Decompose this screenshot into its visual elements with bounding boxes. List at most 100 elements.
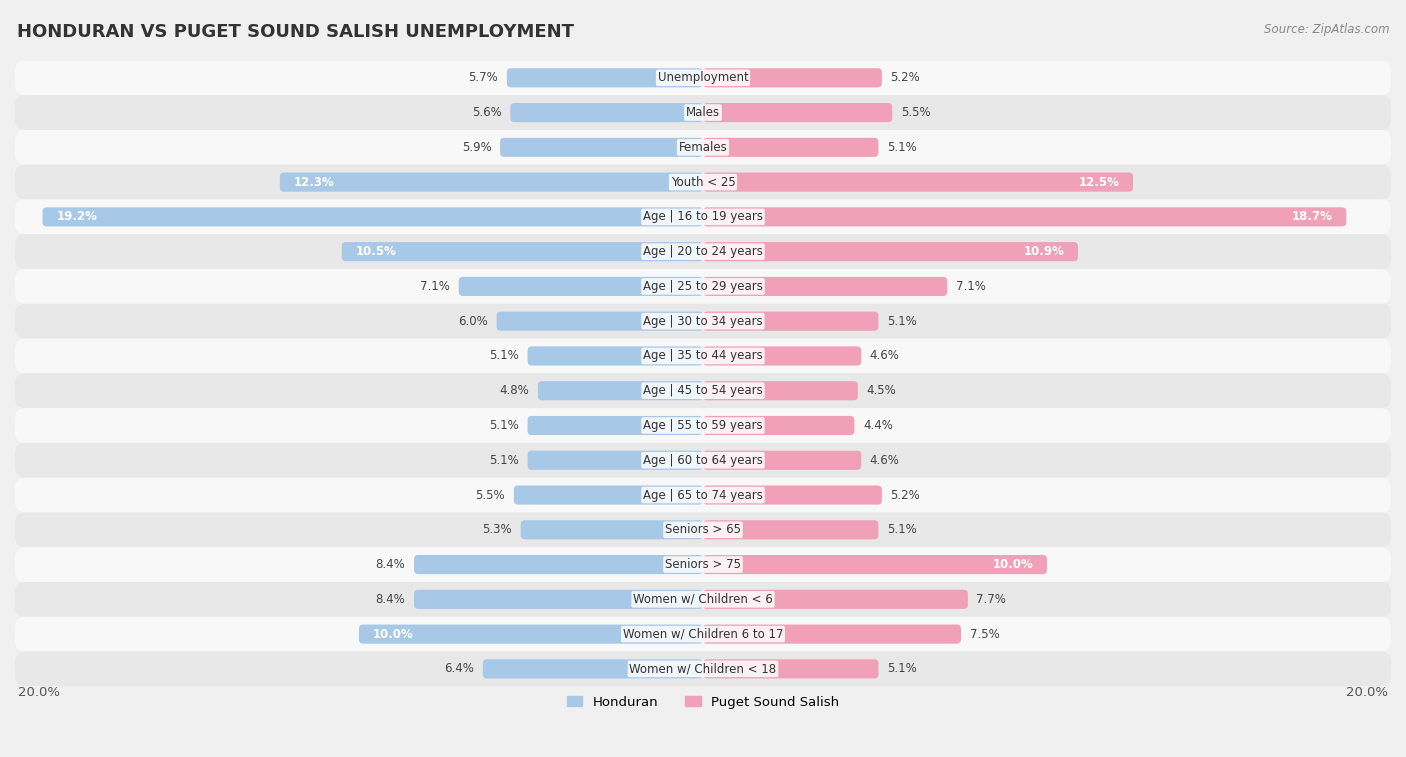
Text: 4.4%: 4.4% bbox=[863, 419, 893, 432]
Text: 5.1%: 5.1% bbox=[489, 453, 519, 467]
Text: Age | 65 to 74 years: Age | 65 to 74 years bbox=[643, 488, 763, 502]
Text: 5.3%: 5.3% bbox=[482, 523, 512, 536]
FancyBboxPatch shape bbox=[15, 200, 1391, 234]
FancyBboxPatch shape bbox=[15, 304, 1391, 338]
Text: Age | 35 to 44 years: Age | 35 to 44 years bbox=[643, 350, 763, 363]
FancyBboxPatch shape bbox=[496, 312, 703, 331]
FancyBboxPatch shape bbox=[703, 590, 967, 609]
FancyBboxPatch shape bbox=[527, 347, 703, 366]
FancyBboxPatch shape bbox=[703, 173, 1133, 192]
FancyBboxPatch shape bbox=[15, 408, 1391, 443]
Text: Age | 60 to 64 years: Age | 60 to 64 years bbox=[643, 453, 763, 467]
FancyBboxPatch shape bbox=[527, 416, 703, 435]
FancyBboxPatch shape bbox=[703, 555, 1047, 574]
Text: 8.4%: 8.4% bbox=[375, 593, 405, 606]
Text: 5.2%: 5.2% bbox=[890, 71, 921, 84]
FancyBboxPatch shape bbox=[342, 242, 703, 261]
FancyBboxPatch shape bbox=[703, 138, 879, 157]
FancyBboxPatch shape bbox=[15, 61, 1391, 95]
FancyBboxPatch shape bbox=[15, 443, 1391, 478]
Text: 7.1%: 7.1% bbox=[956, 280, 986, 293]
FancyBboxPatch shape bbox=[703, 207, 1347, 226]
Text: 19.2%: 19.2% bbox=[56, 210, 97, 223]
FancyBboxPatch shape bbox=[413, 555, 703, 574]
FancyBboxPatch shape bbox=[15, 234, 1391, 269]
Text: 6.4%: 6.4% bbox=[444, 662, 474, 675]
Text: 7.5%: 7.5% bbox=[970, 628, 1000, 640]
Text: 18.7%: 18.7% bbox=[1292, 210, 1333, 223]
Legend: Honduran, Puget Sound Salish: Honduran, Puget Sound Salish bbox=[561, 690, 845, 714]
Text: 4.5%: 4.5% bbox=[866, 385, 896, 397]
Text: 6.0%: 6.0% bbox=[458, 315, 488, 328]
Text: 4.6%: 4.6% bbox=[870, 350, 900, 363]
Text: Males: Males bbox=[686, 106, 720, 119]
Text: 10.9%: 10.9% bbox=[1024, 245, 1064, 258]
Text: 5.1%: 5.1% bbox=[489, 350, 519, 363]
Text: 5.1%: 5.1% bbox=[887, 523, 917, 536]
Text: 12.3%: 12.3% bbox=[294, 176, 335, 188]
Text: 10.5%: 10.5% bbox=[356, 245, 396, 258]
FancyBboxPatch shape bbox=[508, 68, 703, 87]
Text: Age | 30 to 34 years: Age | 30 to 34 years bbox=[643, 315, 763, 328]
FancyBboxPatch shape bbox=[15, 95, 1391, 130]
Text: Women w/ Children < 18: Women w/ Children < 18 bbox=[630, 662, 776, 675]
Text: 4.6%: 4.6% bbox=[870, 453, 900, 467]
Text: 12.5%: 12.5% bbox=[1078, 176, 1119, 188]
Text: 5.9%: 5.9% bbox=[461, 141, 492, 154]
FancyBboxPatch shape bbox=[15, 373, 1391, 408]
FancyBboxPatch shape bbox=[15, 652, 1391, 687]
FancyBboxPatch shape bbox=[703, 312, 879, 331]
FancyBboxPatch shape bbox=[703, 416, 855, 435]
FancyBboxPatch shape bbox=[15, 478, 1391, 512]
Text: 7.7%: 7.7% bbox=[977, 593, 1007, 606]
Text: 20.0%: 20.0% bbox=[1346, 687, 1388, 699]
FancyBboxPatch shape bbox=[15, 512, 1391, 547]
FancyBboxPatch shape bbox=[703, 485, 882, 505]
Text: Females: Females bbox=[679, 141, 727, 154]
Text: 5.1%: 5.1% bbox=[887, 315, 917, 328]
Text: Age | 45 to 54 years: Age | 45 to 54 years bbox=[643, 385, 763, 397]
Text: 5.1%: 5.1% bbox=[887, 141, 917, 154]
Text: Source: ZipAtlas.com: Source: ZipAtlas.com bbox=[1264, 23, 1389, 36]
FancyBboxPatch shape bbox=[527, 450, 703, 470]
FancyBboxPatch shape bbox=[15, 547, 1391, 582]
Text: Age | 55 to 59 years: Age | 55 to 59 years bbox=[643, 419, 763, 432]
FancyBboxPatch shape bbox=[520, 520, 703, 539]
Text: 5.7%: 5.7% bbox=[468, 71, 498, 84]
Text: 5.1%: 5.1% bbox=[887, 662, 917, 675]
FancyBboxPatch shape bbox=[482, 659, 703, 678]
Text: 8.4%: 8.4% bbox=[375, 558, 405, 571]
Text: 4.8%: 4.8% bbox=[499, 385, 529, 397]
FancyBboxPatch shape bbox=[513, 485, 703, 505]
FancyBboxPatch shape bbox=[703, 520, 879, 539]
FancyBboxPatch shape bbox=[510, 103, 703, 122]
FancyBboxPatch shape bbox=[458, 277, 703, 296]
FancyBboxPatch shape bbox=[703, 277, 948, 296]
Text: Age | 20 to 24 years: Age | 20 to 24 years bbox=[643, 245, 763, 258]
FancyBboxPatch shape bbox=[703, 242, 1078, 261]
FancyBboxPatch shape bbox=[15, 130, 1391, 165]
Text: Youth < 25: Youth < 25 bbox=[671, 176, 735, 188]
FancyBboxPatch shape bbox=[359, 625, 703, 643]
FancyBboxPatch shape bbox=[538, 382, 703, 400]
Text: 20.0%: 20.0% bbox=[18, 687, 60, 699]
Text: Seniors > 65: Seniors > 65 bbox=[665, 523, 741, 536]
Text: Unemployment: Unemployment bbox=[658, 71, 748, 84]
Text: Seniors > 75: Seniors > 75 bbox=[665, 558, 741, 571]
FancyBboxPatch shape bbox=[15, 617, 1391, 652]
Text: Women w/ Children 6 to 17: Women w/ Children 6 to 17 bbox=[623, 628, 783, 640]
Text: Age | 16 to 19 years: Age | 16 to 19 years bbox=[643, 210, 763, 223]
Text: HONDURAN VS PUGET SOUND SALISH UNEMPLOYMENT: HONDURAN VS PUGET SOUND SALISH UNEMPLOYM… bbox=[17, 23, 574, 41]
Text: 5.2%: 5.2% bbox=[890, 488, 921, 502]
FancyBboxPatch shape bbox=[15, 165, 1391, 200]
Text: 10.0%: 10.0% bbox=[993, 558, 1033, 571]
FancyBboxPatch shape bbox=[280, 173, 703, 192]
FancyBboxPatch shape bbox=[15, 269, 1391, 304]
FancyBboxPatch shape bbox=[703, 659, 879, 678]
FancyBboxPatch shape bbox=[703, 347, 862, 366]
Text: 10.0%: 10.0% bbox=[373, 628, 413, 640]
FancyBboxPatch shape bbox=[703, 450, 862, 470]
FancyBboxPatch shape bbox=[703, 625, 960, 643]
FancyBboxPatch shape bbox=[703, 68, 882, 87]
Text: 7.1%: 7.1% bbox=[420, 280, 450, 293]
